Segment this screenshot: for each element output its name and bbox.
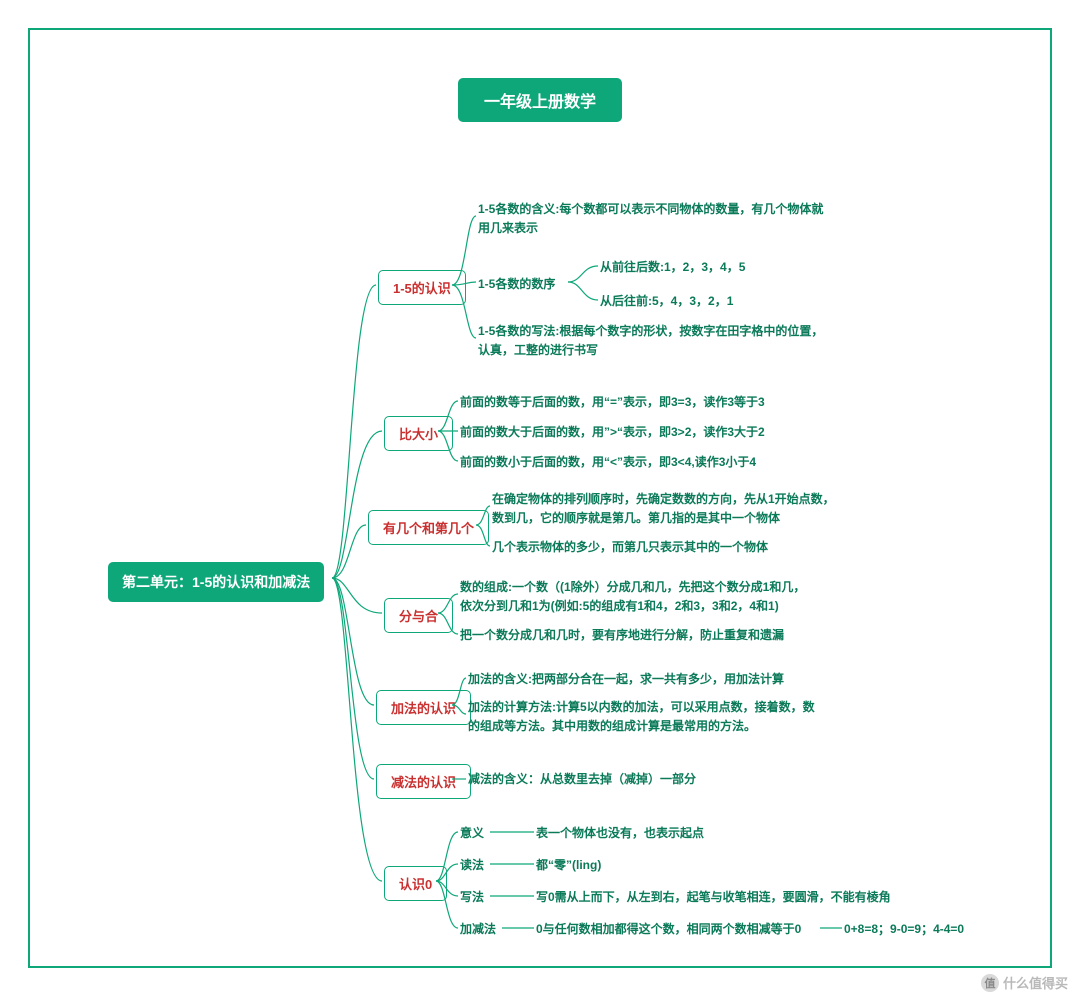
leaf-3-2: 几个表示物体的多少，而第几只表示其中的一个物体	[492, 538, 842, 557]
sublabel-7-4: 加减法	[460, 920, 496, 937]
leaf-2-3: 前面的数小于后面的数，用“<”表示，即3<4,读作3小于4	[460, 453, 810, 472]
leaf-6-1: 减法的含义：从总数里去掉（减掉）一部分	[468, 770, 818, 789]
leaf-1-2a: 从前往后数:1，2，3，4，5	[600, 258, 800, 277]
leaf-1-2b: 从后往前:5，4，3，2，1	[600, 292, 800, 311]
branch-3: 有几个和第几个	[368, 510, 489, 545]
leaf-7-4: 0与任何数相加都得这个数，相同两个数相减等于0	[536, 920, 816, 939]
watermark-text: 什么值得买	[1003, 973, 1068, 992]
leaf-7-4-extra: 0+8=8；9-0=9；4-4=0	[844, 920, 964, 937]
leaf-3-1: 在确定物体的排列顺序时，先确定数数的方向，先从1开始点数，数到几，它的顺序就是第…	[492, 490, 842, 528]
leaf-5-2: 加法的计算方法:计算5以内数的加法，可以采用点数，接着数，数的组成等方法。其中用…	[468, 698, 818, 736]
leaf-1-3: 1-5各数的写法:根据每个数字的形状，按数字在田字格中的位置，认真，工整的进行书…	[478, 322, 828, 360]
sublabel-7-2: 读法	[460, 856, 484, 873]
watermark-icon: 值	[981, 974, 999, 992]
branch-7: 认识0	[384, 866, 447, 901]
leaf-1-1: 1-5各数的含义:每个数都可以表示不同物体的数量，有几个物体就用几来表示	[478, 200, 828, 238]
sublabel-7-3: 写法	[460, 888, 484, 905]
leaf-5-1: 加法的含义:把两部分合在一起，求一共有多少，用加法计算	[468, 670, 818, 689]
root-node: 第二单元：1-5的认识和加减法	[108, 562, 324, 602]
watermark: 值 什么值得买	[981, 973, 1068, 992]
branch-2: 比大小	[384, 416, 453, 451]
sublabel-7-1: 意义	[460, 824, 484, 841]
leaf-2-1: 前面的数等于后面的数，用“=”表示，即3=3，读作3等于3	[460, 393, 810, 412]
leaf-4-2: 把一个数分成几和几时，要有序地进行分解，防止重复和遗漏	[460, 626, 810, 645]
sublabel-1-2: 1-5各数的数序	[478, 275, 555, 292]
leaf-2-2: 前面的数大于后面的数，用”>“表示，即3>2，读作3大于2	[460, 423, 810, 442]
leaf-7-2: 都“零”(ling)	[536, 856, 796, 875]
leaf-7-1: 表一个物体也没有，也表示起点	[536, 824, 796, 843]
leaf-7-3: 写0需从上而下，从左到右，起笔与收笔相连，要圆滑，不能有棱角	[536, 888, 936, 907]
branch-6: 减法的认识	[376, 764, 471, 799]
leaf-4-1: 数的组成:一个数（(1除外）分成几和几，先把这个数分成1和几，依次分到几和1为(…	[460, 578, 810, 616]
branch-1: 1-5的认识	[378, 270, 466, 305]
branch-4: 分与合	[384, 598, 453, 633]
branch-5: 加法的认识	[376, 690, 471, 725]
page-title: 一年级上册数学	[458, 78, 622, 122]
